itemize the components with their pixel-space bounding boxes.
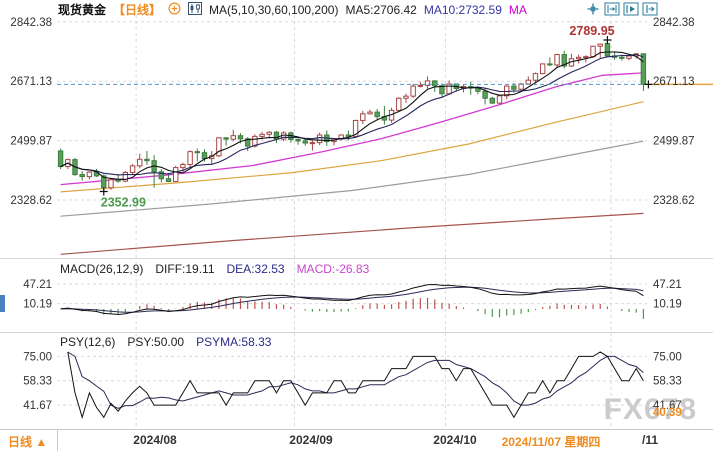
- macd-hist-value: MACD:-26.83: [296, 262, 370, 276]
- chevron-up-icon: ▲: [35, 435, 48, 449]
- panel-resize-handle[interactable]: [0, 295, 5, 312]
- psy-panel-header: PSY(12,6) PSY:50.00 PSYMA:58.33: [60, 335, 271, 349]
- axis-tick-label: 10.19: [653, 299, 682, 311]
- crosshair-icon[interactable]: [585, 2, 601, 16]
- axis-tick-label: 41.67: [653, 400, 682, 412]
- axis-tick-label: 75.00: [23, 351, 52, 363]
- psy-value: PSY:50.00: [127, 335, 185, 349]
- ma30-value-truncated: MA: [508, 2, 527, 17]
- step-forward-icon[interactable]: [642, 2, 658, 16]
- ma10-value: MA10:2732.59: [423, 2, 502, 17]
- axis-tick-label: 58.33: [653, 376, 682, 388]
- play-forward-icon[interactable]: [623, 2, 639, 16]
- axis-tick-label: 2842.38: [10, 17, 52, 29]
- month-label-sep: 2024/09: [289, 433, 333, 447]
- macd-dea-value: DEA:32.53: [226, 262, 285, 276]
- candlestick-chart-icon[interactable]: [188, 1, 203, 18]
- axis-tick-label: 41.67: [23, 400, 52, 412]
- macd-panel-header: MACD(26,12,9) DIFF:19.11 DEA:32.53 MACD:…: [60, 262, 369, 276]
- month-label-aug: 2024/08: [133, 433, 177, 447]
- axis-tick-label: 2789.95: [569, 24, 614, 38]
- axis-tick-label: 2842.38: [653, 17, 695, 29]
- axis-tick-label: 75.00: [653, 351, 682, 363]
- psy-settings-label[interactable]: PSY(12,6): [60, 335, 116, 349]
- month-label-nov: /11: [641, 433, 659, 447]
- compress-panel-icon[interactable]: [604, 2, 620, 16]
- symbol-name: 现货黄金: [58, 3, 107, 17]
- axis-tick-label: 2328.62: [653, 195, 695, 207]
- axis-divider: [57, 430, 58, 451]
- highlighted-date-label: 2024/11/07 星期四: [501, 435, 601, 449]
- chart-header: 现货黄金 【日线】 MA(5,10,30,60,100,200) MA5:270…: [58, 1, 527, 18]
- month-label-oct: 2024/10: [433, 433, 477, 447]
- ma-settings-label[interactable]: MA(5,10,30,60,100,200): [209, 2, 339, 17]
- axis-tick-label: 2328.62: [10, 195, 52, 207]
- macd-diff-value: DIFF:19.11: [155, 262, 215, 276]
- axis-tick-label: 58.33: [23, 376, 52, 388]
- axis-tick-label: 47.21: [23, 279, 52, 291]
- ma5-value: MA5:2706.42: [345, 2, 417, 17]
- axis-tick-label: 2671.13: [10, 76, 52, 88]
- period-tag[interactable]: 【日线】: [113, 3, 162, 17]
- axis-tick-label: 10.19: [23, 299, 52, 311]
- period-selector[interactable]: 日线 ▲: [8, 435, 48, 449]
- macd-settings-label[interactable]: MACD(26,12,9): [60, 262, 144, 276]
- axis-tick-label: 2352.99: [101, 196, 146, 210]
- axis-tick-label: 2671.13: [653, 76, 695, 88]
- axis-tick-label: 2499.87: [10, 136, 52, 148]
- time-axis-bar: 日线 ▲ 2024/08 2024/09 2024/10 2024/11/07 …: [0, 429, 713, 451]
- axis-tick-label: 47.21: [653, 279, 682, 291]
- add-indicator-icon[interactable]: [168, 1, 181, 18]
- axis-tick-label: 2499.87: [653, 136, 695, 148]
- chart-toolbar: [585, 2, 658, 16]
- axis-tick-label: 40.39: [653, 407, 682, 419]
- watermark: FX678: [603, 393, 697, 426]
- psyma-value: PSYMA:58.33: [196, 335, 272, 349]
